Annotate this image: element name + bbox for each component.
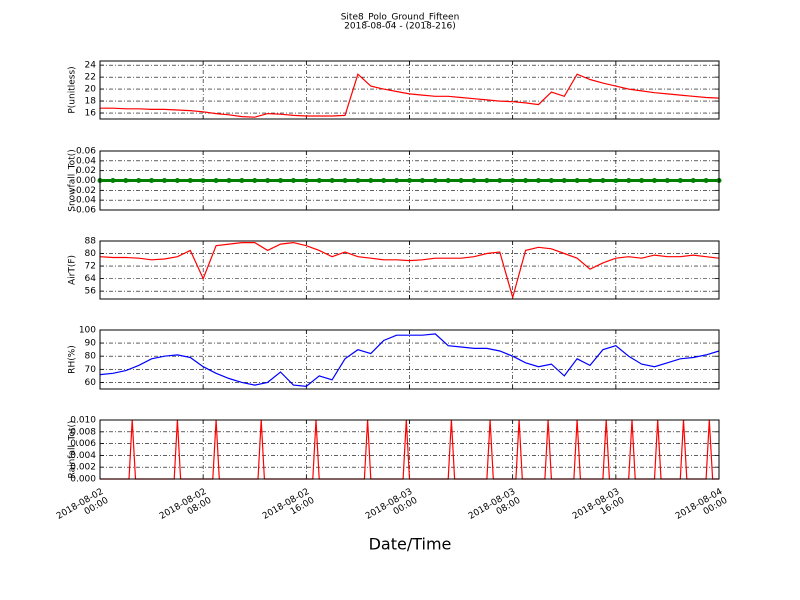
data-point xyxy=(136,178,142,183)
y-tick-label: 24 xyxy=(85,61,97,71)
y-tick-label: -0.02 xyxy=(73,186,96,196)
data-point xyxy=(213,178,219,183)
data-point xyxy=(174,178,180,183)
y-axis-label: P(unitless) xyxy=(68,66,78,113)
y-tick-label: 0.004 xyxy=(70,451,96,461)
y-tick-label: 88 xyxy=(85,237,97,247)
y-tick-label: 0.008 xyxy=(70,427,96,437)
y-tick-label: 0.002 xyxy=(70,463,96,473)
plot-frame xyxy=(99,60,720,120)
data-point xyxy=(187,178,193,183)
data-point xyxy=(510,178,516,183)
y-axis-label: RH(%) xyxy=(68,345,78,374)
data-point xyxy=(123,178,129,183)
data-point xyxy=(626,178,632,183)
y-tick-label: 0.02 xyxy=(76,166,96,176)
data-point xyxy=(458,178,464,183)
data-point xyxy=(535,178,541,183)
y-tick-label: 60 xyxy=(85,378,97,388)
plot-frame xyxy=(99,150,720,211)
y-tick-label: -0.04 xyxy=(73,196,97,206)
plot-frame xyxy=(99,240,720,300)
y-tick-label: 16 xyxy=(85,109,97,119)
y-tick-label: 80 xyxy=(85,352,97,362)
y-tick-label: 0.06 xyxy=(76,147,96,157)
chart-subtitle: 2018-08-04 - (2018-216) xyxy=(344,22,456,32)
y-tick-label: 0.04 xyxy=(76,156,96,166)
data-point xyxy=(316,178,322,183)
data-point xyxy=(497,178,503,183)
data-point xyxy=(355,178,361,183)
y-tick-label: 72 xyxy=(85,262,96,272)
y-axis-label: Rainfall_Tot() xyxy=(68,421,78,479)
data-line xyxy=(99,333,720,388)
y-tick-label: 64 xyxy=(85,274,97,284)
data-point xyxy=(652,178,658,183)
y-tick-label: 70 xyxy=(85,365,97,375)
y-axis-label: Snowfall_Tot() xyxy=(68,149,78,212)
data-point xyxy=(161,178,167,183)
data-point xyxy=(226,178,232,183)
y-axis-label: AirT(F) xyxy=(68,255,78,285)
y-tick-label: 80 xyxy=(85,249,97,259)
data-point xyxy=(394,178,400,183)
plot-frame xyxy=(99,419,720,480)
data-point xyxy=(149,178,155,183)
chart-title: Site8_Polo_Ground_Fifteen xyxy=(341,13,460,23)
data-point xyxy=(639,178,645,183)
data-point xyxy=(407,178,412,183)
data-point xyxy=(445,178,451,183)
data-point xyxy=(368,178,374,183)
data-point xyxy=(200,178,206,183)
y-tick-label: 90 xyxy=(85,339,97,349)
data-point xyxy=(574,178,580,183)
data-point xyxy=(303,178,309,183)
data-point xyxy=(329,178,335,183)
data-point xyxy=(265,178,271,183)
y-tick-label: 0.00 xyxy=(76,176,96,186)
data-point xyxy=(381,178,387,183)
x-axis-label: Date/Time xyxy=(369,535,452,554)
y-tick-label: 0.010 xyxy=(70,416,96,426)
data-line xyxy=(99,241,720,300)
data-point xyxy=(613,178,619,183)
data-point xyxy=(252,178,258,183)
data-point xyxy=(703,178,709,183)
y-tick-label: -0.06 xyxy=(73,206,97,216)
data-point xyxy=(664,178,670,183)
data-point xyxy=(587,178,593,183)
plot-frame xyxy=(99,329,720,390)
data-point xyxy=(342,178,348,183)
data-line xyxy=(100,73,720,118)
y-tick-label: 20 xyxy=(85,85,97,95)
data-point xyxy=(523,178,529,183)
data-point xyxy=(432,178,438,183)
data-point xyxy=(600,178,606,183)
data-point xyxy=(677,178,683,183)
data-point xyxy=(419,178,425,183)
y-tick-label: 0.006 xyxy=(70,439,96,449)
data-point xyxy=(484,178,490,183)
data-point xyxy=(548,178,554,183)
y-tick-label: 0.000 xyxy=(70,475,96,485)
y-tick-label: 18 xyxy=(85,97,97,107)
data-point xyxy=(110,178,116,183)
y-tick-label: 22 xyxy=(85,73,96,83)
y-tick-label: 100 xyxy=(79,326,96,336)
data-point xyxy=(239,178,245,183)
data-point xyxy=(690,178,696,183)
data-point xyxy=(278,178,284,183)
y-tick-label: 56 xyxy=(85,287,97,297)
data-point xyxy=(561,178,567,183)
data-point xyxy=(290,178,296,183)
data-point xyxy=(471,178,477,183)
